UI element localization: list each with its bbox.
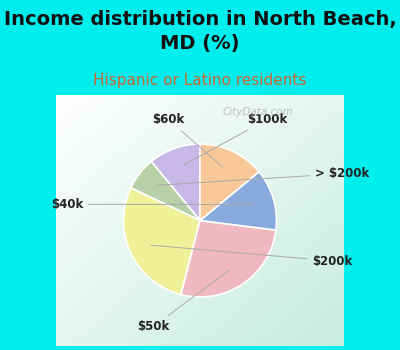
Text: $60k: $60k [152,113,222,167]
Text: CityData.com: CityData.com [223,107,294,117]
Text: $100k: $100k [183,113,287,165]
Text: $50k: $50k [137,270,230,333]
Text: Income distribution in North Beach,
MD (%): Income distribution in North Beach, MD (… [4,10,396,53]
Wedge shape [131,162,200,220]
Wedge shape [124,188,200,295]
Wedge shape [151,144,200,220]
Text: > $200k: > $200k [158,167,370,185]
Text: $200k: $200k [151,245,353,267]
Wedge shape [181,220,276,297]
Text: $40k: $40k [51,198,252,211]
Wedge shape [200,144,259,220]
Wedge shape [200,172,276,230]
Text: Hispanic or Latino residents: Hispanic or Latino residents [93,74,307,89]
